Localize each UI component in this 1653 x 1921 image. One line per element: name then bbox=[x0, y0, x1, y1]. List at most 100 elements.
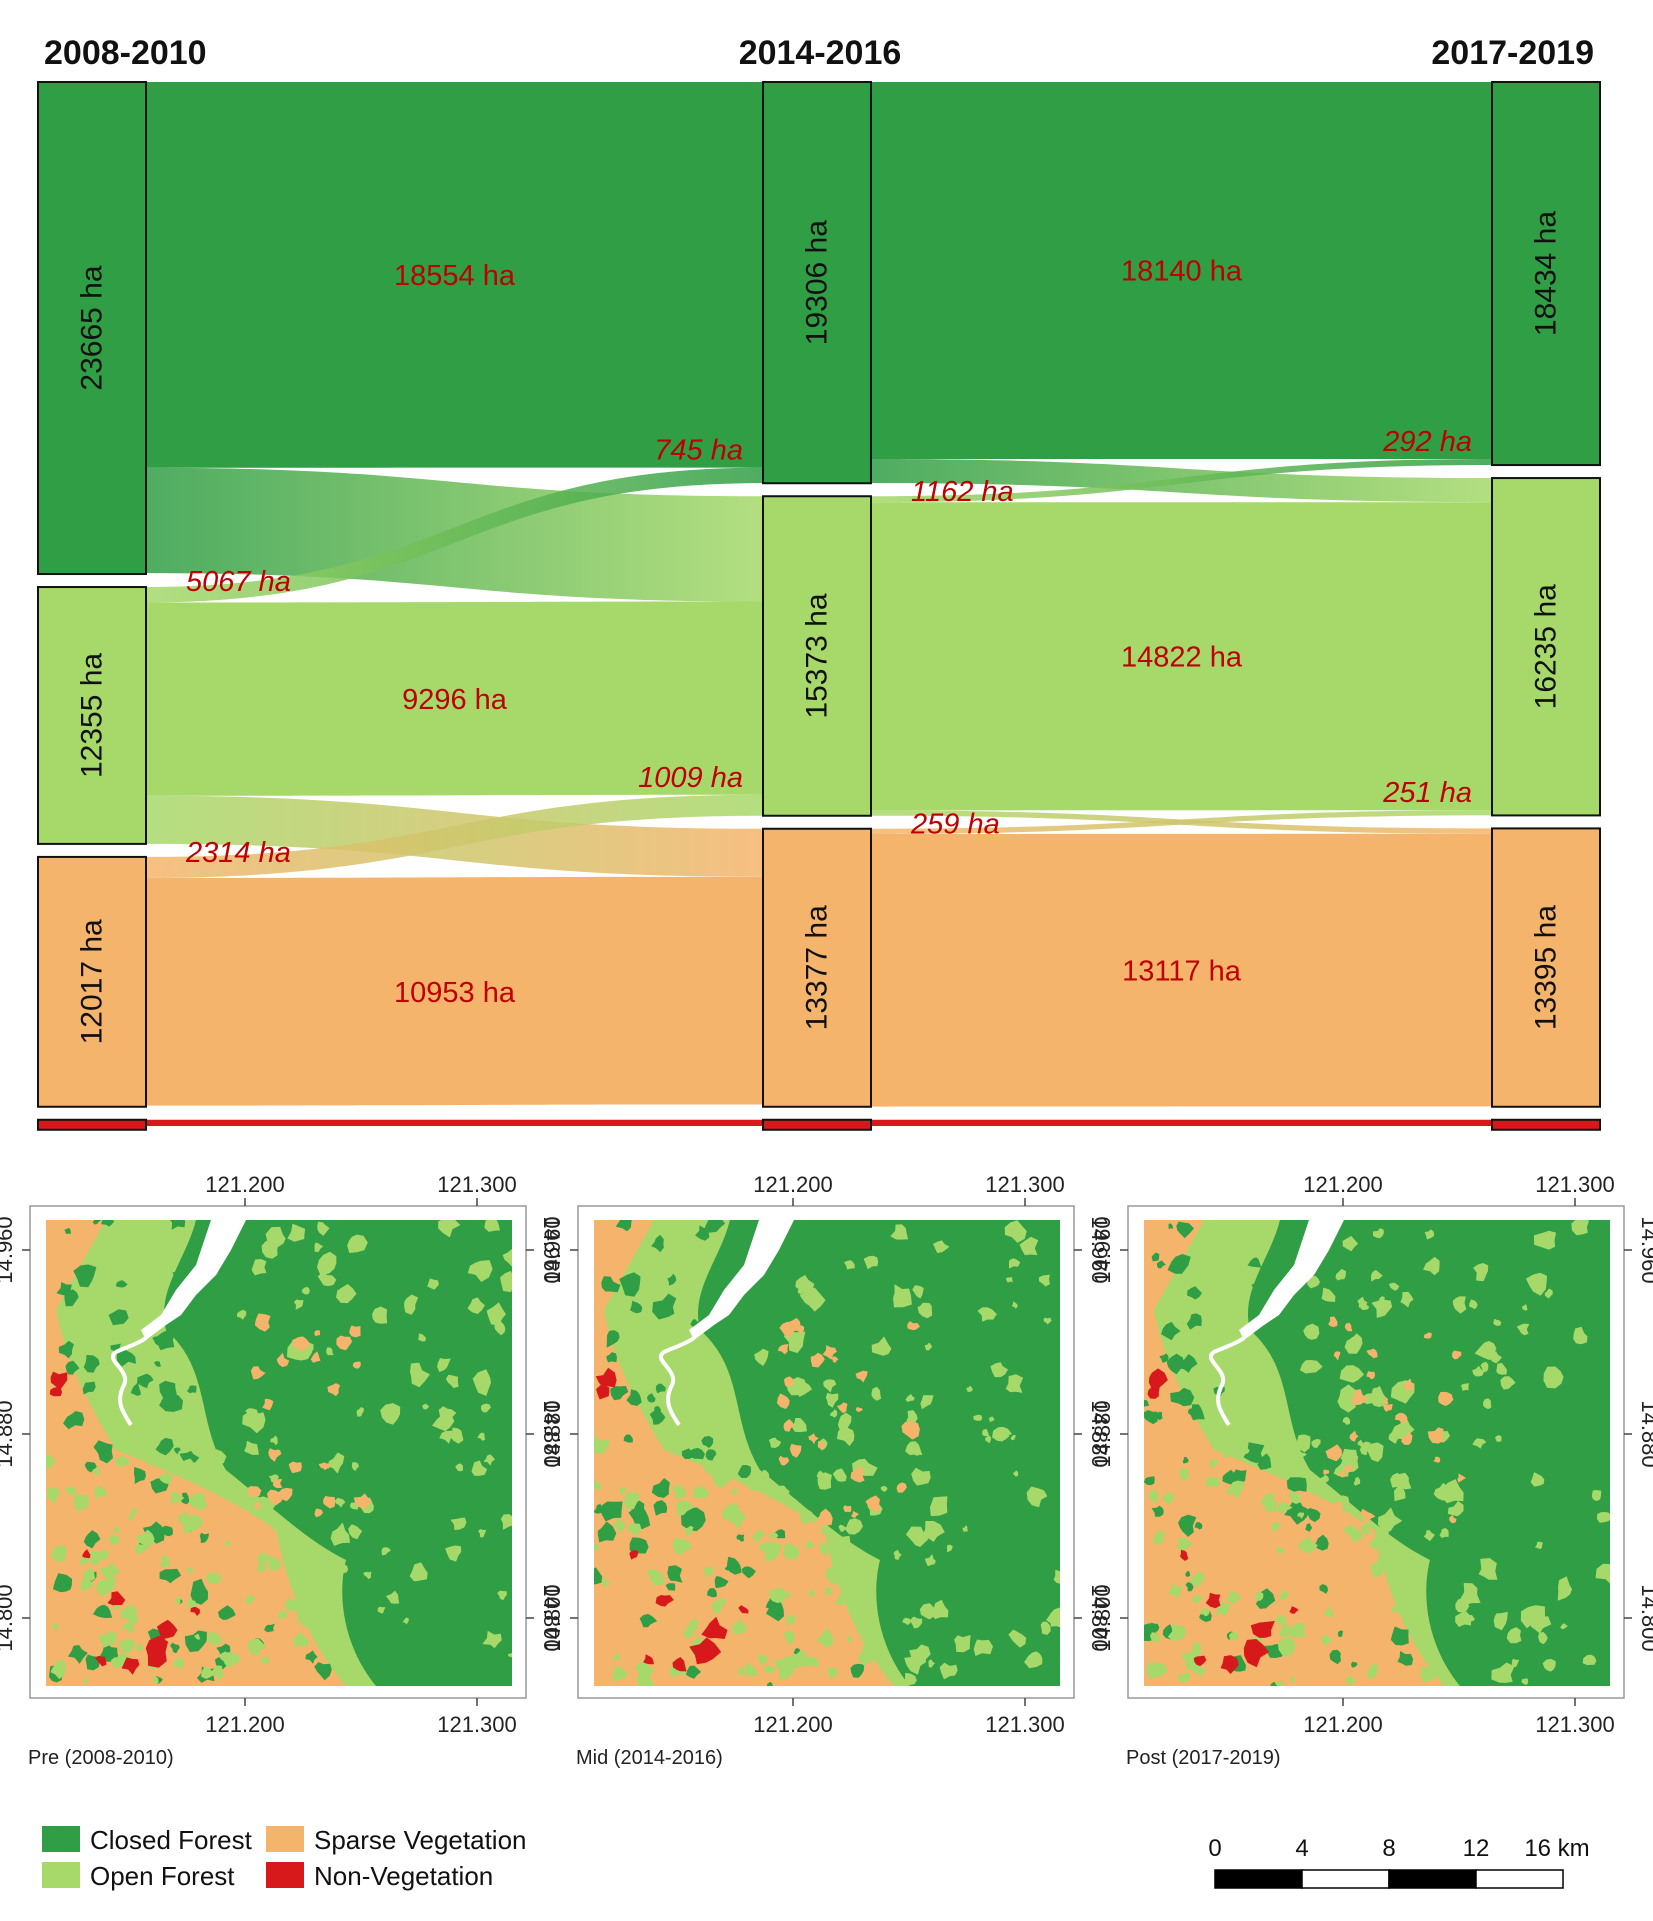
node-sv-1: 13377 ha bbox=[762, 827, 872, 1108]
map-caption-2: Post (2017-2019) bbox=[1126, 1747, 1281, 1769]
legend-swatch-of bbox=[42, 1862, 80, 1888]
scale-end-label: 16 km bbox=[1524, 1835, 1589, 1862]
y-tick-right-2-2: 14.800 bbox=[1637, 1584, 1653, 1651]
y-tick-left-1-0: 14.960 bbox=[540, 1216, 565, 1283]
flow-label-of-of-0: 9296 ha bbox=[402, 684, 508, 716]
legend-item-of: Open Forest bbox=[42, 1861, 235, 1891]
x-tick-top-0-0: 121.200 bbox=[205, 1172, 285, 1197]
flow-label-cf-of-1: 1162 ha bbox=[911, 476, 1014, 508]
node-of-2: 16235 ha bbox=[1491, 477, 1601, 817]
y-tick-right-1-0: 14.960 bbox=[1087, 1216, 1112, 1283]
flow-label-sv-sv-0: 10953 ha bbox=[394, 977, 516, 1009]
node-label-of-0: 12355 ha bbox=[76, 653, 109, 778]
flow-cf-to-cf-1 bbox=[871, 82, 1492, 460]
map-panels: 121.200 121.200 121.300 121.300 14.960 14.960… bbox=[0, 1172, 1653, 1891]
y-tick-right-1-2: 14.800 bbox=[1087, 1584, 1112, 1651]
flow-sv-to-sv-1 bbox=[871, 833, 1492, 1107]
y-tick-left-1-1: 14.880 bbox=[540, 1400, 565, 1467]
sankey-diagram: 23665 ha 12355 ha 12017 ha 19306 ha 15373 ha… bbox=[37, 34, 1601, 1131]
x-tick-top-2-1: 121.300 bbox=[1535, 1172, 1615, 1197]
sankey-labels: 2008-2010 2014-2016 2017-2019 18554 ha 5067 … bbox=[44, 34, 1594, 1009]
scale-tick-0: 0 bbox=[1208, 1835, 1221, 1862]
flow-label-sv-of-1: 251 ha bbox=[1382, 777, 1472, 809]
y-tick-left-2-0: 14.960 bbox=[1090, 1216, 1115, 1283]
flow-of-to-of-0 bbox=[146, 601, 763, 796]
legend-swatch-nv bbox=[266, 1862, 304, 1888]
node-label-sv-1: 13377 ha bbox=[801, 905, 834, 1030]
scale-bar: 0 4 8 12 16 km bbox=[1208, 1835, 1590, 1889]
legend: Closed Forest Sparse Vegetation Open Fores… bbox=[42, 1825, 527, 1891]
y-tick-left-1-2: 14.800 bbox=[540, 1584, 565, 1651]
land-cover-map-0 bbox=[46, 1220, 512, 1686]
y-tick-left-2-2: 14.800 bbox=[1090, 1584, 1115, 1651]
y-tick-right-1-1: 14.880 bbox=[1087, 1400, 1112, 1467]
y-tick-left-2-1: 14.880 bbox=[1090, 1400, 1115, 1467]
legend-label-nv: Non-Vegetation bbox=[314, 1861, 493, 1891]
flow-nv-to-nv-0 bbox=[146, 1119, 763, 1126]
flow-label-cf-cf-1: 18140 ha bbox=[1121, 256, 1243, 288]
scale-segment-2 bbox=[1388, 1869, 1477, 1889]
y-tick-left-0-2: 14.800 bbox=[0, 1584, 17, 1651]
node-label-sv-0: 12017 ha bbox=[76, 919, 109, 1044]
legend-swatch-cf bbox=[42, 1826, 80, 1852]
node-of-1: 15373 ha bbox=[762, 495, 872, 817]
x-tick-bottom-0-1: 121.300 bbox=[437, 1712, 517, 1737]
flow-nv-to-nv-1 bbox=[871, 1119, 1492, 1126]
flow-of-to-cf-0 bbox=[146, 467, 763, 603]
flow-label-of-cf-0: 745 ha bbox=[654, 435, 743, 467]
flow-sv-to-of-1 bbox=[871, 810, 1492, 834]
node-label-cf-1: 19306 ha bbox=[801, 220, 834, 345]
legend-label-of: Open Forest bbox=[90, 1861, 235, 1891]
scale-segment-0 bbox=[1214, 1869, 1303, 1889]
node-label-cf-2: 18434 ha bbox=[1530, 211, 1563, 336]
land-cover-map-1 bbox=[594, 1220, 1060, 1686]
x-tick-top-0-1: 121.300 bbox=[437, 1172, 517, 1197]
y-tick-left-0-0: 14.960 bbox=[0, 1216, 17, 1283]
map-panel-1: 121.200 121.200 121.300 121.300 14.960 14.960… bbox=[540, 1172, 1112, 1769]
node-sv-2: 13395 ha bbox=[1491, 827, 1601, 1108]
map-panel-2: 121.200 121.200 121.300 121.300 14.960 14.960… bbox=[1090, 1172, 1653, 1769]
y-tick-right-2-1: 14.880 bbox=[1637, 1400, 1653, 1467]
map-caption-0: Pre (2008-2010) bbox=[28, 1747, 174, 1769]
x-tick-top-1-1: 121.300 bbox=[985, 1172, 1065, 1197]
node-sv-0: 12017 ha bbox=[37, 855, 147, 1108]
legend-item-sv: Sparse Vegetation bbox=[266, 1825, 527, 1855]
y-tick-right-0-0: 14.960 bbox=[539, 1216, 564, 1283]
land-cover-map-2 bbox=[1144, 1220, 1610, 1686]
node-nv-2 bbox=[1491, 1118, 1601, 1131]
flow-label-cf-of-0: 5067 ha bbox=[186, 566, 291, 598]
node-label-of-1: 15373 ha bbox=[801, 593, 834, 718]
y-tick-left-0-1: 14.880 bbox=[0, 1400, 17, 1467]
legend-label-cf: Closed Forest bbox=[90, 1825, 253, 1855]
legend-item-cf: Closed Forest bbox=[42, 1825, 253, 1855]
flow-label-of-cf-1: 292 ha bbox=[1382, 426, 1472, 458]
scale-tick-1: 4 bbox=[1295, 1835, 1308, 1862]
scale-segment-1 bbox=[1301, 1869, 1390, 1889]
x-tick-top-1-0: 121.200 bbox=[753, 1172, 833, 1197]
node-cf-2: 18434 ha bbox=[1491, 81, 1601, 467]
node-cf-1: 19306 ha bbox=[762, 81, 872, 485]
flow-cf-to-cf-0 bbox=[146, 82, 763, 468]
node-label-sv-2: 13395 ha bbox=[1530, 905, 1563, 1030]
flow-of-to-of-1 bbox=[871, 502, 1492, 811]
x-tick-bottom-0-0: 121.200 bbox=[205, 1712, 285, 1737]
sankey-nodes: 23665 ha 12355 ha 12017 ha 19306 ha 15373 ha… bbox=[37, 81, 1601, 1131]
flow-label-of-sv-1: 259 ha bbox=[910, 809, 1000, 841]
node-nv-0 bbox=[37, 1118, 147, 1131]
flow-label-of-sv-0: 2314 ha bbox=[185, 837, 291, 869]
flow-label-cf-cf-0: 18554 ha bbox=[394, 260, 516, 292]
flow-label-sv-sv-1: 13117 ha bbox=[1122, 955, 1242, 987]
legend-swatch-sv bbox=[266, 1826, 304, 1852]
scale-tick-3: 12 bbox=[1463, 1835, 1490, 1862]
x-tick-bottom-1-0: 121.200 bbox=[753, 1712, 833, 1737]
y-tick-right-2-0: 14.960 bbox=[1637, 1216, 1653, 1283]
map-axes-2: 121.200 121.200 121.300 121.300 14.960 14.960… bbox=[1090, 1172, 1653, 1737]
map-caption-1: Mid (2014-2016) bbox=[576, 1747, 723, 1769]
x-tick-bottom-2-1: 121.300 bbox=[1535, 1712, 1615, 1737]
y-tick-right-0-2: 14.800 bbox=[539, 1584, 564, 1651]
legend-item-nv: Non-Vegetation bbox=[266, 1861, 493, 1891]
node-label-of-2: 16235 ha bbox=[1530, 584, 1563, 709]
flow-of-to-cf-1 bbox=[871, 458, 1492, 503]
node-nv-1 bbox=[762, 1118, 872, 1131]
sankey-flows bbox=[146, 82, 1492, 1126]
